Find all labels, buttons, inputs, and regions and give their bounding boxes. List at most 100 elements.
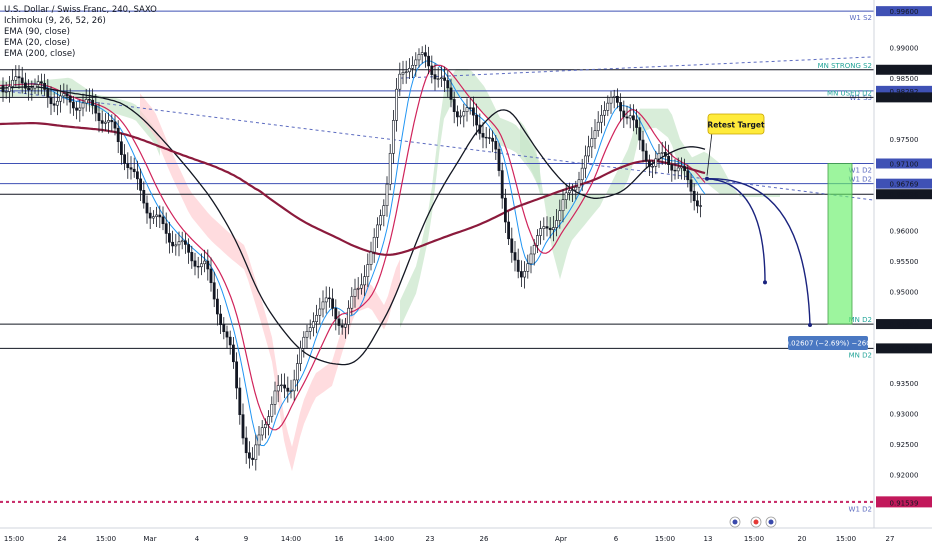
candle-body [161,216,165,225]
candle-body [667,155,671,165]
candle-body [564,192,568,200]
price-level-label: W1 D2 [849,505,872,513]
legend-ema20[interactable]: EMA (20, close) [4,38,70,48]
candle-body [164,223,168,234]
candle-body [84,99,88,104]
time-tick-label: 15:00 [4,535,24,543]
candle-body [78,107,82,111]
candle-body [385,183,389,207]
candle-body [475,114,479,126]
callout-box[interactable] [707,113,765,135]
candle-body [120,141,123,155]
candle-body [343,324,347,328]
candle-body [347,307,351,325]
callout-pointer [706,131,713,176]
measure-tool: −0.02607 (−2.69%) −260.7 [779,336,877,350]
tenkan-line [0,60,706,447]
candle-body [545,226,549,229]
price-tick-label: 0.92000 [890,471,919,479]
candle-body [20,77,24,84]
candle-body [574,186,578,191]
candle-body [88,99,91,101]
candle-body [206,260,210,270]
descending-trendline [0,89,875,201]
price-level-tag-label: 0.99600 [890,8,919,16]
candle-body [439,77,443,80]
candle-body [465,107,469,112]
candle-body [244,437,248,454]
candle-body [567,190,571,194]
candle-body [561,199,565,212]
legend-ichimoku[interactable]: Ichimoku (9, 26, 52, 26) [4,16,106,26]
candle-body [433,74,437,80]
price-tick-label: 0.99000 [890,45,919,53]
price-level-label: MN D2 [849,316,872,324]
time-tick-label: 4 [195,535,200,543]
time-tick-label: 6 [614,535,619,543]
candle-body [391,120,395,154]
candle-body [513,252,517,261]
candle-body [497,148,501,171]
price-level-tag-label: 0.94066 [890,345,919,353]
candle-body [49,97,53,105]
candle-body [17,76,21,79]
candle-body [622,110,626,118]
time-tick-label: 15:00 [655,535,675,543]
candle-body [295,363,299,381]
candle-body [171,241,175,247]
price-level-tag-label: 0.96769 [890,181,919,189]
candle-body [551,227,555,231]
candle-body [615,95,619,103]
economic-event-dot [768,519,774,525]
candle-body [363,276,367,286]
candle-body [599,114,603,123]
candle-body [129,167,133,170]
candle-body [459,115,463,118]
candle-body [193,260,197,267]
candles [1,44,703,471]
candle-body [279,384,283,387]
candle-body [62,93,66,97]
candle-body [209,268,213,284]
measure-box[interactable] [788,336,868,350]
candle-body [27,87,31,91]
candle-body [168,233,171,243]
time-tick-label: 14:00 [374,535,394,543]
candle-body [673,169,677,172]
candle-body [548,227,552,231]
candle-body [11,79,15,87]
candle-body [190,252,194,262]
candle-body [116,127,120,143]
candle-body [644,150,648,162]
callout-label: Retest Target [707,121,765,130]
candle-body [263,424,267,428]
candle-body [283,384,287,389]
candle-body [670,164,674,171]
candle-body [366,264,370,277]
candle-body [494,140,498,150]
price-level-label: MN STRONG S2 [818,62,872,70]
candle-body [331,298,335,309]
candle-body [216,298,219,315]
legend-ema200[interactable]: EMA (200, close) [4,49,76,59]
candle-body [318,308,322,316]
price-level-tag-label: 0.97100 [890,160,919,168]
candle-body [353,288,357,297]
candle-body [340,325,344,328]
candle-body [462,111,466,117]
candle-body [55,100,59,106]
candle-body [248,452,251,459]
price-level-tag-label: 0.91539 [890,499,919,507]
candle-body [555,220,559,228]
time-tick-label: 9 [244,535,248,543]
candle-body [539,228,543,236]
candle-body [516,259,520,272]
candle-body [180,240,184,243]
price-level-tag-label: 0.98638 [890,67,919,75]
legend-ema90[interactable]: EMA (90, close) [4,27,70,37]
candle-body [311,321,315,328]
candle-body [359,284,363,289]
candle-body [299,347,303,364]
price-tick-label: 0.98500 [890,75,919,83]
